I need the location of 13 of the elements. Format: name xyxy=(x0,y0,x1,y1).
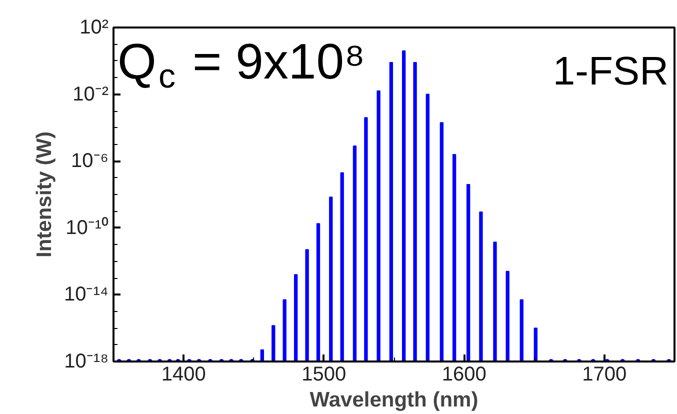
y-tick-label: 10⁻⁶ xyxy=(71,150,109,172)
y-tick-label: 10⁻¹⁰ xyxy=(66,216,108,239)
y-tick-label: 10⁻² xyxy=(72,83,109,106)
x-tick-label: 1700 xyxy=(582,364,627,386)
y-tick-label: 10² xyxy=(80,16,109,38)
x-tick-label: 1500 xyxy=(302,364,346,386)
y-axis-title: Intensity (W) xyxy=(33,131,56,258)
annotation: 1-FSR xyxy=(552,50,669,94)
y-tick-label: 10⁻¹⁸ xyxy=(64,350,108,372)
y-tick-label: 10⁻¹⁴ xyxy=(64,284,108,306)
x-axis-title: Wavelength (nm) xyxy=(310,388,478,412)
x-tick-label: 1600 xyxy=(442,364,486,386)
x-tick-label: 1400 xyxy=(161,364,206,386)
